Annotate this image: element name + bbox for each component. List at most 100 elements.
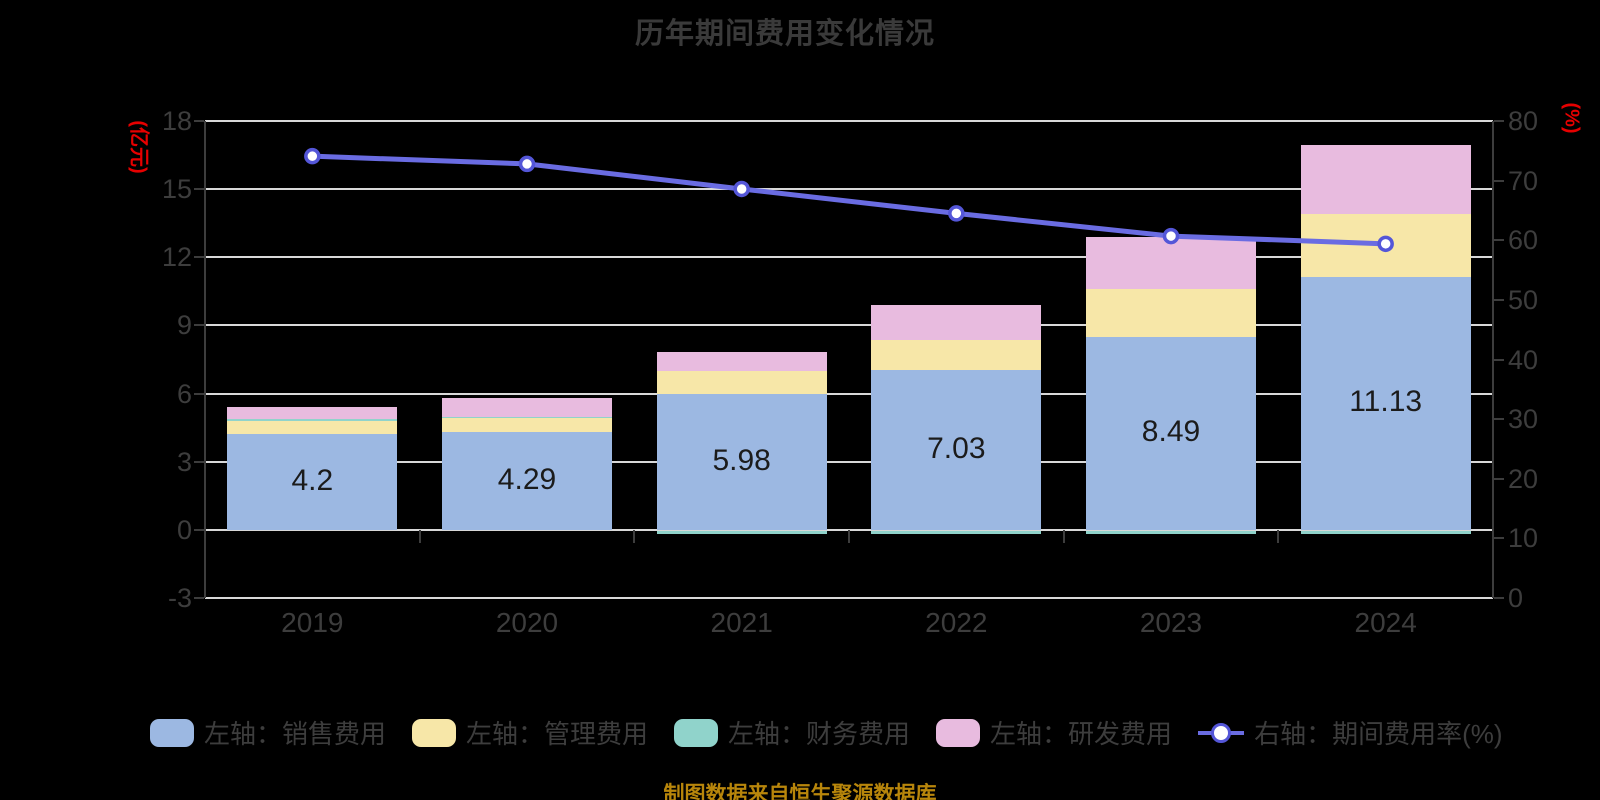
bar-value-label: 11.13: [1349, 385, 1423, 419]
right-axis-tick: [1494, 477, 1504, 480]
x-axis-label: 2021: [710, 607, 773, 638]
bar-value-label: 4.29: [497, 463, 557, 497]
x-axis-tick: [848, 529, 850, 543]
bar-segment-management: [1086, 289, 1256, 337]
legend-swatch-management-icon: [412, 718, 457, 747]
x-axis-label: 2023: [1139, 607, 1203, 638]
chart-title: 历年期间费用变化情况: [634, 18, 935, 50]
bar-value-label: 7.03: [927, 432, 986, 466]
left-axis-tick: [194, 597, 204, 599]
source-note: 制图数据来自恒生聚源数据库: [663, 783, 937, 800]
left-axis-tick: [194, 256, 204, 259]
legend-label: 左轴：管理费用: [466, 719, 649, 749]
bar-value-label: 5.98: [712, 443, 771, 477]
bar-segment-financial: [1300, 530, 1471, 534]
plot-area: 4.2 4.29 5.98 7.03 8.49 11.13: [194, 120, 1504, 599]
left-axis-tick: [194, 392, 204, 395]
left-axis-tick: [194, 188, 204, 191]
left-axis-tick: [194, 120, 204, 122]
bar-segment-management: [442, 417, 612, 433]
bar-segment-rd: [656, 352, 827, 372]
bar-segment-management: [656, 371, 827, 394]
legend-label: 左轴：研发费用: [990, 719, 1173, 749]
bar-segment-management: [227, 421, 398, 435]
bar-segment-sales: [656, 394, 827, 530]
bar-segment-financial: [227, 418, 398, 422]
right-axis-tick-label: 80: [1508, 106, 1539, 136]
gridline: [205, 324, 1493, 327]
right-axis-tick: [1494, 179, 1504, 182]
left-axis-tick-label: 6: [176, 378, 192, 409]
bar-segment-sales: [1300, 277, 1471, 530]
line-marker: [304, 147, 321, 165]
legend-line-marker-icon: [1198, 722, 1245, 744]
bar-segment-sales: [227, 434, 398, 530]
left-axis-tick-label: 3: [176, 446, 192, 477]
gridline: [205, 392, 1493, 395]
bar-segment-financial: [656, 530, 827, 534]
bar-segment-rd: [442, 398, 612, 418]
right-axis-line: [1492, 121, 1494, 598]
bar-segment-management: [871, 340, 1042, 371]
bar-segment-rd: [871, 304, 1042, 341]
right-axis-tick-label: 30: [1508, 404, 1539, 435]
right-axis-tick-label: 50: [1508, 284, 1539, 315]
bar-segment-sales: [442, 432, 612, 530]
x-axis-label: 2024: [1354, 607, 1417, 638]
right-axis-unit-label: (%): [1560, 102, 1583, 134]
gridline: [205, 460, 1493, 463]
bar-segment-sales: [1086, 337, 1256, 530]
x-axis-label: 2022: [925, 607, 988, 638]
x-axis-tick: [1277, 529, 1280, 543]
line-marker: [518, 155, 536, 173]
legend-item-financial[interactable]: 左轴：财务费用: [674, 714, 910, 751]
x-axis-label: 2019: [281, 607, 344, 638]
left-axis-tick-label: 0: [176, 514, 192, 545]
right-axis-tick-label: 20: [1508, 463, 1539, 494]
right-axis-tick-label: 10: [1508, 523, 1539, 554]
right-axis-tick: [1494, 120, 1504, 122]
left-axis-tick-label: 12: [161, 242, 192, 273]
bar-value-label: 8.49: [1141, 415, 1201, 449]
legend-item-management[interactable]: 左轴：管理费用: [412, 714, 648, 751]
left-axis-line: [204, 121, 206, 598]
right-axis-tick: [1494, 537, 1504, 540]
line-marker: [948, 205, 965, 222]
left-axis-tick-label: -3: [167, 583, 192, 613]
bar-value-label: 4.2: [291, 464, 334, 498]
gridline: [205, 597, 1493, 599]
bar-segment-financial: [1086, 530, 1256, 534]
legend: 左轴：销售费用 左轴：管理费用 左轴：财务费用 左轴：研发费用 右轴：期间费用率(%): [150, 714, 1503, 751]
left-axis-tick: [194, 528, 204, 531]
legend-item-expense-ratio[interactable]: 右轴：期间费用率(%): [1198, 714, 1503, 751]
legend-dot-icon: [1211, 722, 1232, 743]
right-axis-tick: [1494, 418, 1504, 421]
bar-segment-sales: [871, 370, 1042, 530]
left-axis-tick: [194, 460, 204, 463]
legend-label: 右轴：期间费用率(%): [1254, 719, 1503, 749]
bar-segment-rd: [1086, 236, 1256, 290]
right-axis-tick-label: 70: [1508, 165, 1539, 196]
left-axis-tick-label: 9: [176, 310, 192, 341]
left-axis-unit-label: (亿元): [127, 120, 150, 174]
bar-segment-rd: [227, 406, 398, 419]
bar-segment-financial: [871, 530, 1042, 534]
gridline: [205, 256, 1493, 259]
gridline: [205, 120, 1493, 122]
right-axis-tick-label: 0: [1508, 583, 1524, 613]
legend-item-rd[interactable]: 左轴：研发费用: [936, 714, 1172, 751]
legend-swatch-rd-icon: [936, 718, 981, 747]
right-axis-tick: [1494, 358, 1504, 361]
bar-segment-rd: [1300, 145, 1471, 215]
right-axis-tick: [1494, 298, 1504, 301]
x-axis-tick: [418, 529, 421, 543]
left-axis-tick-label: 18: [161, 106, 192, 136]
x-axis-tick: [1062, 529, 1065, 543]
right-axis-tick-label: 40: [1508, 344, 1539, 375]
legend-label: 左轴：销售费用: [204, 719, 387, 749]
bar-segment-management: [1300, 214, 1471, 278]
legend-item-sales[interactable]: 左轴：销售费用: [150, 714, 386, 751]
bar-segment-financial: [442, 417, 612, 419]
x-axis-label: 2020: [495, 607, 559, 638]
